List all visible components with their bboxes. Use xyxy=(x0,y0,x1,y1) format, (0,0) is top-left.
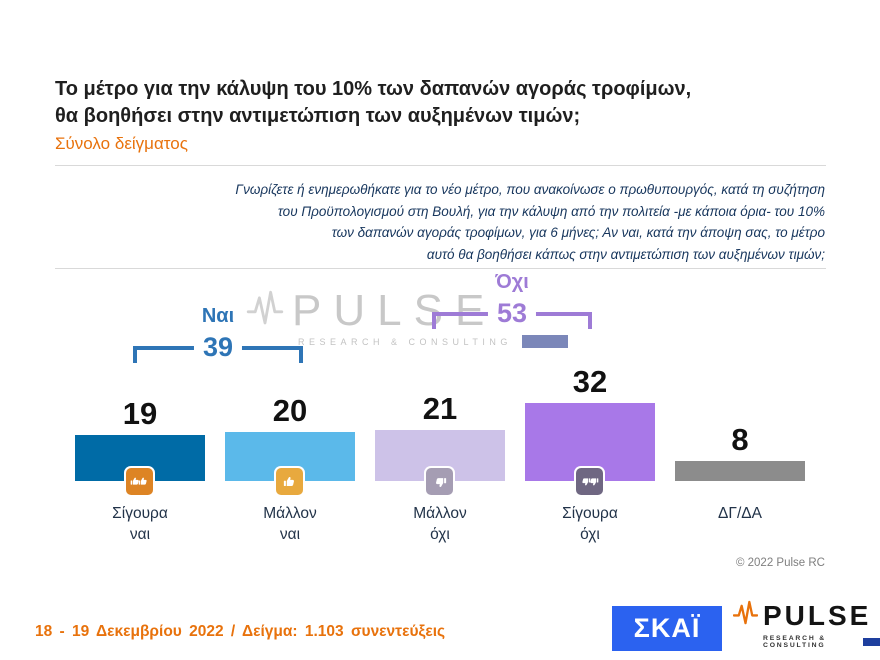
question-line: αυτό θα βοηθήσει κάπως στην αντιμετώπιση… xyxy=(426,246,825,262)
no-group-label: Όχι xyxy=(495,271,529,293)
yes-group-value: 39 xyxy=(193,334,243,361)
bar-value-label: 19 xyxy=(122,396,158,431)
question-line: του Προϋπολογισμού στη Βουλή, για την κά… xyxy=(277,203,825,219)
watermark-badge xyxy=(521,335,568,348)
pulse-waveform-icon xyxy=(732,599,759,633)
category-label-sigoura-nai: Σίγουρα ναι xyxy=(112,505,168,543)
title-line-2: θα βοηθήσει στην αντιμετώπιση των αυξημέ… xyxy=(55,105,581,127)
no-group-bracket: Όχι 53 xyxy=(432,271,592,329)
thumbs-down-icon xyxy=(426,468,453,495)
pulse-logo-text: PULSE xyxy=(763,600,872,631)
yes-group-bracket: Ναι 39 xyxy=(133,305,303,363)
bar-dgda xyxy=(675,461,805,481)
skai-logo: ΣΚΑΪ xyxy=(612,606,722,651)
question-text: Γνωρίζετε ή ενημερωθήκατε για το νέο μέτ… xyxy=(235,179,825,265)
copyright-text: © 2022 Pulse RC xyxy=(735,557,825,569)
divider-question-bottom xyxy=(55,268,826,269)
category-label-mallon-nai: Μάλλον ναι xyxy=(263,505,317,543)
bar-column-dgda: 8 xyxy=(675,424,805,481)
pulse-logo-badge xyxy=(862,638,880,646)
bar-value-label: 21 xyxy=(422,391,458,426)
question-line: Γνωρίζετε ή ενημερωθήκατε για το νέο μέτ… xyxy=(235,182,825,197)
pulse-logo: PULSE RESEARCH & CONSULTING xyxy=(732,599,880,649)
pulse-watermark: PULSE RESEARCH & CONSULTING xyxy=(246,288,568,348)
bar-value-label: 32 xyxy=(572,364,608,399)
no-group-value: 53 xyxy=(487,300,537,327)
category-label-mallon-ochi: Μάλλον όχι xyxy=(413,505,467,543)
watermark-pulse-text: PULSE xyxy=(292,286,497,335)
thumbs-down-double-icon xyxy=(576,468,603,495)
category-label-dgda: ΔΓ/ΔΑ xyxy=(718,505,762,522)
pulse-logo-subtext: RESEARCH & CONSULTING xyxy=(763,635,826,649)
page-title: Το μέτρο για την κάλυψη του 10% των δαπα… xyxy=(55,76,691,130)
category-label-sigoura-ochi: Σίγουρα όχι xyxy=(562,505,618,543)
pulse-waveform-icon xyxy=(246,288,284,335)
divider-top xyxy=(55,165,826,166)
bar-value-label: 8 xyxy=(731,422,749,457)
bar-column-sigoura-ochi: 32 xyxy=(525,366,655,481)
title-line-1: Το μέτρο για την κάλυψη του 10% των δαπα… xyxy=(55,78,692,100)
watermark-sub-text: RESEARCH & CONSULTING xyxy=(298,336,512,347)
thumbs-up-double-icon xyxy=(126,468,153,495)
bar-value-label: 20 xyxy=(272,393,308,428)
yes-group-label: Ναι xyxy=(201,305,235,327)
question-line: των δαπανών αγοράς τροφίμων, για 6 μήνες… xyxy=(331,225,825,240)
footer-fieldwork-text: 18 - 19 Δεκεμβρίου 2022 / Δείγμα: 1.103 … xyxy=(35,623,446,640)
sample-subtitle: Σύνολο δείγματος xyxy=(55,134,188,153)
thumbs-up-icon xyxy=(276,468,303,495)
